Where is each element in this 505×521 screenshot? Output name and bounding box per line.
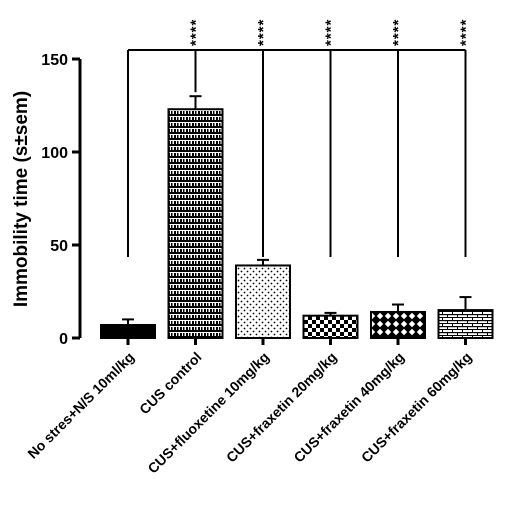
x-category-label: CUS+fraxetin 40mg/kg	[290, 349, 407, 466]
x-category-label: CUS+fluoxetine 10mg/kg	[144, 349, 272, 477]
bar	[302, 314, 359, 339]
bar	[370, 310, 426, 339]
significance-stars: ****	[323, 19, 340, 46]
bar	[437, 309, 494, 340]
y-tick-label: 100	[41, 145, 68, 162]
significance-stars: ****	[255, 19, 272, 46]
x-category-label: CUS control	[136, 349, 205, 418]
x-category-label: CUS+fraxetin 60mg/kg	[358, 349, 475, 466]
x-category-label: No stres+N/S 10ml/kg	[24, 349, 137, 462]
y-tick-label: 50	[50, 238, 68, 255]
x-category-label: CUS+fraxetin 20mg/kg	[223, 349, 340, 466]
significance-brackets: **** **** **** **** ****	[127, 19, 475, 257]
significance-stars: ****	[390, 19, 407, 46]
bar	[100, 323, 156, 340]
significance-stars: ****	[188, 19, 205, 46]
y-tick-label: 150	[41, 52, 68, 69]
axes: 0 50 100 150	[41, 52, 82, 348]
significance-stars: ****	[458, 19, 475, 46]
bar	[235, 264, 291, 339]
y-tick-label: 0	[59, 331, 68, 348]
y-axis-title: Immobility time (s±sem)	[11, 91, 32, 307]
bar	[167, 108, 224, 339]
